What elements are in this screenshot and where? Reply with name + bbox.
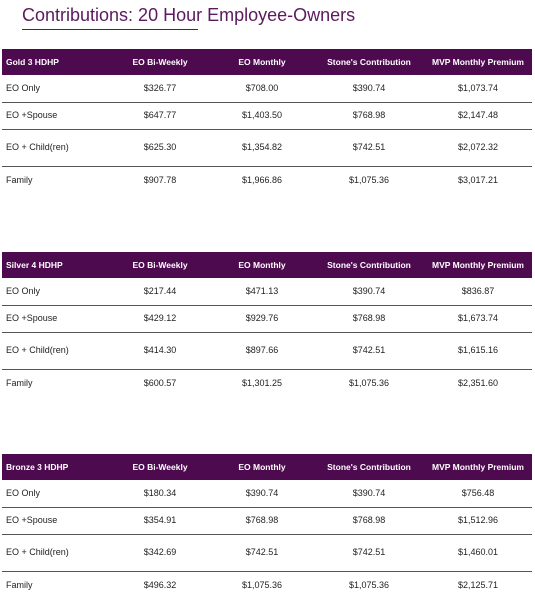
column-header-eo-monthly: EO Monthly bbox=[210, 49, 314, 75]
cell-stones-contribution: $768.98 bbox=[314, 305, 424, 333]
cell-eo-biweekly: $180.34 bbox=[110, 480, 210, 508]
cell-mvp-monthly-premium: $1,073.74 bbox=[424, 75, 532, 103]
cell-eo-monthly: $1,075.36 bbox=[241, 580, 283, 591]
cell-eo-monthly: $390.74 bbox=[210, 480, 314, 508]
cell-mvp-monthly-premium: $1,673.74 bbox=[424, 305, 532, 333]
tier-label: EO +Spouse bbox=[2, 102, 110, 130]
cell-mvp-monthly-premium: $836.87 bbox=[424, 278, 532, 306]
tier-label: EO + Child(ren) bbox=[2, 332, 110, 370]
table-header-row: Gold 3 HDHP EO Bi-Weekly EO Monthly Ston… bbox=[2, 49, 532, 75]
plan-name: Silver 4 HDHP bbox=[2, 252, 110, 278]
plan-name: Bronze 3 HDHP bbox=[2, 454, 110, 480]
cell-eo-monthly: $1,966.86 bbox=[241, 175, 283, 186]
cell-eo-monthly: $1,403.50 bbox=[210, 102, 314, 130]
column-header-eo-biweekly: EO Bi-Weekly bbox=[110, 49, 210, 75]
tier-label: EO +Spouse bbox=[2, 305, 110, 333]
table-row: EO +Spouse $354.91 $768.98 $768.98 $1,51… bbox=[2, 507, 532, 535]
cell-mvp-monthly-premium: $2,072.32 bbox=[424, 129, 532, 167]
cell-stones-contribution: $1,075.36 bbox=[348, 175, 390, 186]
table-row: EO + Child(ren) $342.69 $742.51 $742.51 … bbox=[2, 534, 532, 572]
tier-label: Family bbox=[6, 175, 33, 186]
tier-label: EO + Child(ren) bbox=[2, 129, 110, 167]
tier-label: EO Only bbox=[2, 75, 110, 103]
cell-eo-biweekly: $600.57 bbox=[143, 378, 177, 389]
cell-eo-biweekly: $496.32 bbox=[143, 580, 177, 591]
table-row: EO Only $217.44 $471.13 $390.74 $836.87 bbox=[2, 278, 532, 306]
table-row: EO + Child(ren) $414.30 $897.66 $742.51 … bbox=[2, 332, 532, 370]
cell-stones-contribution: $390.74 bbox=[314, 278, 424, 306]
column-header-stones-contribution: Stone's Contribution bbox=[314, 454, 424, 480]
cell-eo-monthly: $897.66 bbox=[210, 332, 314, 370]
cell-mvp-monthly-premium: $756.48 bbox=[424, 480, 532, 508]
cell-mvp-monthly-premium: $2,147.48 bbox=[424, 102, 532, 130]
cell-stones-contribution: $390.74 bbox=[314, 480, 424, 508]
cell-stones-contribution: $390.74 bbox=[314, 75, 424, 103]
cell-mvp-monthly-premium: $1,512.96 bbox=[424, 507, 532, 535]
cell-stones-contribution: $1,075.36 bbox=[348, 580, 390, 591]
cell-eo-biweekly: $354.91 bbox=[110, 507, 210, 535]
table-row: Family $496.32 $1,075.36 $1,075.36 $2,12… bbox=[2, 571, 532, 600]
tier-label: EO +Spouse bbox=[2, 507, 110, 535]
cell-mvp-monthly-premium: $1,460.01 bbox=[424, 534, 532, 572]
column-header-stones-contribution: Stone's Contribution bbox=[314, 252, 424, 278]
page-title: Contributions: 20 Hour Employee-Owners bbox=[22, 5, 356, 25]
bronze-plan-table: Bronze 3 HDHP EO Bi-Weekly EO Monthly St… bbox=[2, 454, 532, 600]
cell-eo-biweekly: $625.30 bbox=[110, 129, 210, 167]
cell-stones-contribution: $768.98 bbox=[314, 507, 424, 535]
cell-stones-contribution: $1,075.36 bbox=[348, 378, 390, 389]
cell-eo-biweekly: $326.77 bbox=[110, 75, 210, 103]
cell-eo-monthly: $1,301.25 bbox=[241, 378, 283, 389]
title-underline bbox=[22, 29, 198, 30]
cell-eo-monthly: $768.98 bbox=[210, 507, 314, 535]
cell-stones-contribution: $742.51 bbox=[314, 332, 424, 370]
column-header-mvp-monthly-premium: MVP Monthly Premium bbox=[424, 454, 532, 480]
table-row: Family $600.57 $1,301.25 $1,075.36 $2,35… bbox=[2, 369, 532, 398]
cell-mvp-monthly-premium: $3,017.21 bbox=[457, 175, 499, 186]
column-header-stones-contribution: Stone's Contribution bbox=[314, 49, 424, 75]
tier-label: EO + Child(ren) bbox=[2, 534, 110, 572]
table-row: EO Only $180.34 $390.74 $390.74 $756.48 bbox=[2, 480, 532, 508]
tier-label: Family bbox=[6, 580, 33, 591]
column-header-mvp-monthly-premium: MVP Monthly Premium bbox=[424, 49, 532, 75]
gold-plan-table: Gold 3 HDHP EO Bi-Weekly EO Monthly Ston… bbox=[2, 49, 532, 195]
table-row: Family $907.78 $1,966.86 $1,075.36 $3,01… bbox=[2, 166, 532, 195]
cell-stones-contribution: $768.98 bbox=[314, 102, 424, 130]
column-header-eo-biweekly: EO Bi-Weekly bbox=[110, 454, 210, 480]
tier-label: Family bbox=[6, 378, 33, 389]
cell-stones-contribution: $742.51 bbox=[314, 129, 424, 167]
cell-eo-biweekly: $647.77 bbox=[110, 102, 210, 130]
tier-label: EO Only bbox=[2, 480, 110, 508]
cell-eo-monthly: $1,354.82 bbox=[210, 129, 314, 167]
table-header-row: Silver 4 HDHP EO Bi-Weekly EO Monthly St… bbox=[2, 252, 532, 278]
column-header-eo-monthly: EO Monthly bbox=[210, 252, 314, 278]
cell-eo-biweekly: $342.69 bbox=[110, 534, 210, 572]
cell-eo-monthly: $471.13 bbox=[210, 278, 314, 306]
column-header-mvp-monthly-premium: MVP Monthly Premium bbox=[424, 252, 532, 278]
cell-eo-monthly: $742.51 bbox=[210, 534, 314, 572]
tier-label: EO Only bbox=[2, 278, 110, 306]
cell-mvp-monthly-premium: $2,351.60 bbox=[457, 378, 499, 389]
table-row: EO +Spouse $429.12 $929.76 $768.98 $1,67… bbox=[2, 305, 532, 333]
cell-mvp-monthly-premium: $2,125.71 bbox=[457, 580, 499, 591]
table-row: EO +Spouse $647.77 $1,403.50 $768.98 $2,… bbox=[2, 102, 532, 130]
column-header-eo-biweekly: EO Bi-Weekly bbox=[110, 252, 210, 278]
column-header-eo-monthly: EO Monthly bbox=[210, 454, 314, 480]
table-row: EO Only $326.77 $708.00 $390.74 $1,073.7… bbox=[2, 75, 532, 103]
cell-eo-biweekly: $429.12 bbox=[110, 305, 210, 333]
table-row: EO + Child(ren) $625.30 $1,354.82 $742.5… bbox=[2, 129, 532, 167]
cell-mvp-monthly-premium: $1,615.16 bbox=[424, 332, 532, 370]
cell-eo-monthly: $708.00 bbox=[210, 75, 314, 103]
table-header-row: Bronze 3 HDHP EO Bi-Weekly EO Monthly St… bbox=[2, 454, 532, 480]
cell-stones-contribution: $742.51 bbox=[314, 534, 424, 572]
cell-eo-biweekly: $907.78 bbox=[143, 175, 177, 186]
cell-eo-monthly: $929.76 bbox=[210, 305, 314, 333]
plan-name: Gold 3 HDHP bbox=[2, 49, 110, 75]
cell-eo-biweekly: $217.44 bbox=[110, 278, 210, 306]
cell-eo-biweekly: $414.30 bbox=[110, 332, 210, 370]
silver-plan-table: Silver 4 HDHP EO Bi-Weekly EO Monthly St… bbox=[2, 252, 532, 398]
